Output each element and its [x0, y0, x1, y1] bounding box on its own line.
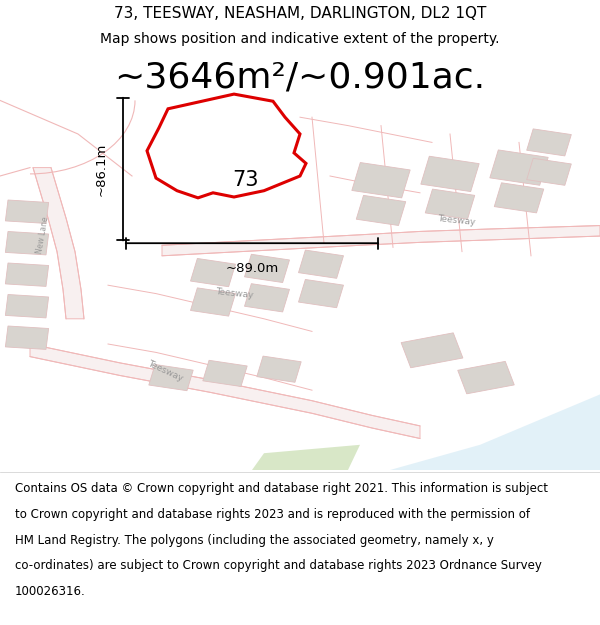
Polygon shape	[33, 168, 84, 319]
Polygon shape	[390, 394, 600, 470]
Text: ~86.1m: ~86.1m	[95, 142, 108, 196]
Text: Teesway: Teesway	[146, 359, 184, 383]
Polygon shape	[527, 129, 571, 156]
Text: 100026316.: 100026316.	[15, 585, 86, 597]
Polygon shape	[5, 263, 49, 286]
Text: to Crown copyright and database rights 2023 and is reproduced with the permissio: to Crown copyright and database rights 2…	[15, 508, 530, 521]
Text: Contains OS data © Crown copyright and database right 2021. This information is : Contains OS data © Crown copyright and d…	[15, 482, 548, 496]
Text: 73: 73	[233, 170, 259, 190]
Polygon shape	[5, 294, 49, 318]
Polygon shape	[298, 250, 344, 278]
Text: Teesway: Teesway	[215, 287, 253, 300]
Text: co-ordinates) are subject to Crown copyright and database rights 2023 Ordnance S: co-ordinates) are subject to Crown copyr…	[15, 559, 542, 572]
Text: 73, TEESWAY, NEASHAM, DARLINGTON, DL2 1QT: 73, TEESWAY, NEASHAM, DARLINGTON, DL2 1Q…	[114, 6, 486, 21]
Polygon shape	[162, 226, 600, 256]
Polygon shape	[30, 344, 420, 439]
Polygon shape	[401, 333, 463, 367]
Polygon shape	[244, 284, 290, 312]
Polygon shape	[190, 288, 236, 316]
Polygon shape	[298, 279, 344, 308]
Polygon shape	[149, 364, 193, 391]
Polygon shape	[425, 189, 475, 219]
Text: New Lane: New Lane	[35, 216, 51, 254]
Polygon shape	[490, 150, 548, 185]
Polygon shape	[352, 162, 410, 198]
Text: ~3646m²/~0.901ac.: ~3646m²/~0.901ac.	[115, 61, 485, 94]
Polygon shape	[356, 196, 406, 226]
Polygon shape	[203, 360, 247, 386]
Text: ~89.0m: ~89.0m	[226, 262, 278, 275]
Polygon shape	[257, 356, 301, 382]
Polygon shape	[494, 182, 544, 213]
Polygon shape	[5, 326, 49, 349]
Polygon shape	[458, 361, 514, 394]
Polygon shape	[252, 445, 360, 470]
Polygon shape	[421, 156, 479, 192]
Polygon shape	[5, 231, 49, 255]
Polygon shape	[244, 254, 290, 282]
Polygon shape	[5, 200, 49, 223]
Text: HM Land Registry. The polygons (including the associated geometry, namely x, y: HM Land Registry. The polygons (includin…	[15, 534, 494, 546]
Text: Map shows position and indicative extent of the property.: Map shows position and indicative extent…	[100, 32, 500, 46]
Polygon shape	[190, 259, 236, 287]
Polygon shape	[527, 158, 571, 186]
Text: Teesway: Teesway	[437, 214, 475, 226]
